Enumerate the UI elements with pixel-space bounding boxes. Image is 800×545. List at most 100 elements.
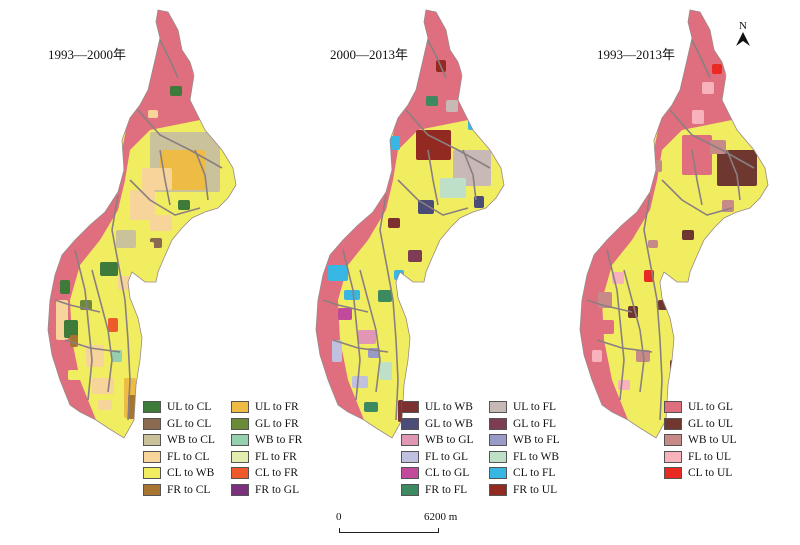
change-patch bbox=[386, 136, 400, 150]
change-patch bbox=[710, 140, 726, 154]
legend-swatch bbox=[401, 434, 419, 446]
legend-label: GL to CL bbox=[167, 417, 212, 430]
legend-label: WB to FR bbox=[255, 434, 303, 446]
road-line bbox=[159, 39, 179, 79]
road-line bbox=[322, 299, 369, 313]
change-patch bbox=[358, 330, 376, 344]
change-patch bbox=[142, 168, 172, 190]
road-line bbox=[661, 179, 733, 216]
road-line bbox=[64, 339, 121, 353]
change-patch bbox=[70, 335, 78, 347]
road-line bbox=[91, 269, 113, 393]
scale-start-label: 0 bbox=[336, 511, 342, 523]
legend-label: FR to CL bbox=[167, 483, 211, 496]
change-patch bbox=[150, 215, 172, 231]
change-patch bbox=[426, 96, 438, 106]
legend-swatch bbox=[664, 417, 682, 430]
change-patch bbox=[210, 168, 220, 180]
change-patch bbox=[440, 178, 466, 198]
north-label: N bbox=[739, 20, 747, 32]
road-line bbox=[606, 249, 625, 401]
road-line bbox=[427, 149, 439, 206]
legend-label: CL to WB bbox=[167, 467, 215, 479]
legend-swatch bbox=[231, 483, 249, 496]
road-line bbox=[669, 109, 755, 169]
change-patch bbox=[108, 318, 118, 332]
change-patch bbox=[130, 190, 155, 220]
legend-swatch bbox=[664, 434, 682, 446]
legend-swatch bbox=[231, 467, 249, 479]
legend-swatch bbox=[489, 401, 507, 413]
legend-swatch bbox=[143, 450, 161, 463]
legend-label: FL to WB bbox=[513, 450, 560, 463]
legend-swatch bbox=[231, 417, 249, 430]
change-patch bbox=[592, 350, 602, 362]
road-line bbox=[623, 269, 645, 393]
legend-swatch bbox=[489, 483, 507, 496]
legend-swatch bbox=[489, 417, 507, 430]
change-patch bbox=[702, 82, 714, 94]
legend-swatch bbox=[664, 401, 682, 413]
change-patch bbox=[112, 350, 122, 362]
road-line bbox=[111, 194, 131, 421]
change-patch bbox=[380, 362, 392, 380]
road-line bbox=[691, 39, 711, 79]
change-patch bbox=[92, 378, 114, 394]
road-line bbox=[726, 149, 741, 201]
legend-swatch bbox=[664, 450, 682, 463]
road-line bbox=[397, 179, 469, 216]
lake-map-1993-2013 bbox=[579, 9, 769, 439]
change-patch bbox=[408, 250, 422, 262]
change-patch bbox=[602, 320, 614, 334]
dominant-change-region bbox=[684, 10, 722, 105]
legend-swatch bbox=[143, 483, 161, 496]
dominant-change-region bbox=[48, 10, 200, 430]
legend-swatch bbox=[231, 401, 249, 413]
road-line bbox=[643, 194, 663, 421]
legend-swatch bbox=[231, 434, 249, 446]
change-patch bbox=[682, 230, 694, 240]
change-patch bbox=[64, 320, 78, 338]
change-patch bbox=[328, 265, 348, 281]
road-line bbox=[332, 339, 389, 353]
road-line bbox=[54, 299, 101, 313]
lake-map-2000-2013 bbox=[315, 9, 505, 439]
lake-map-1993-2000 bbox=[47, 9, 237, 439]
change-patch bbox=[416, 130, 451, 160]
change-patch bbox=[388, 218, 400, 228]
change-patch bbox=[692, 110, 704, 124]
legend-swatch bbox=[401, 401, 419, 413]
change-patch bbox=[116, 230, 136, 248]
legend-swatch bbox=[231, 450, 249, 463]
legend-label: GL to WB bbox=[425, 417, 473, 430]
legend-swatch bbox=[401, 417, 419, 430]
change-patch bbox=[453, 150, 491, 186]
legend-label: FR to GL bbox=[255, 483, 300, 496]
change-patch bbox=[100, 262, 118, 276]
road-line bbox=[596, 339, 653, 353]
legend-label: UL to GL bbox=[688, 401, 733, 413]
change-patch bbox=[332, 340, 342, 362]
map-title-1993-2013: 1993—2013年 bbox=[597, 47, 676, 62]
legend-label: UL to CL bbox=[167, 401, 212, 413]
legend-label: UL to FR bbox=[255, 401, 299, 413]
legend-swatch bbox=[489, 450, 507, 463]
legend-swatch bbox=[664, 467, 682, 479]
change-patch bbox=[170, 86, 182, 96]
change-patch bbox=[418, 200, 434, 214]
legend-label: CL to FL bbox=[513, 467, 556, 479]
legend-swatch bbox=[401, 467, 419, 479]
legend-label: FL to UL bbox=[688, 450, 732, 463]
change-patch bbox=[364, 402, 378, 412]
change-patch bbox=[98, 400, 112, 410]
dominant-change-region bbox=[580, 10, 732, 430]
legend-swatch bbox=[489, 467, 507, 479]
legend-label: GL to FL bbox=[513, 417, 557, 430]
change-patch bbox=[648, 240, 658, 248]
change-patch bbox=[712, 64, 722, 74]
change-patch bbox=[446, 100, 458, 112]
legend-label: CL to FR bbox=[255, 467, 299, 479]
legend-label: GL to UL bbox=[688, 417, 733, 430]
legend-label: FR to UL bbox=[513, 483, 558, 496]
